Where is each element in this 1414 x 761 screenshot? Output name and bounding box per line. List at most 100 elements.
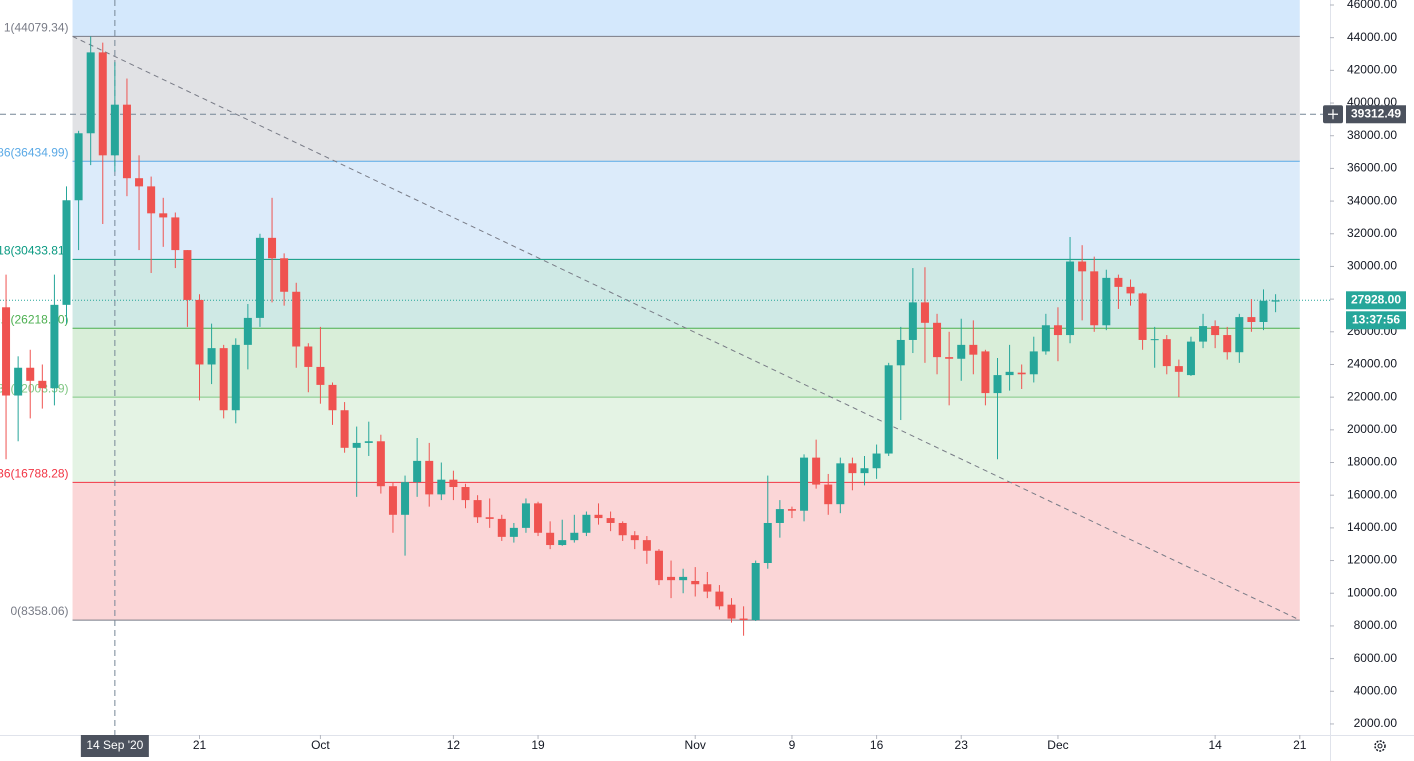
candle-body xyxy=(425,460,434,495)
candle-body xyxy=(606,518,615,523)
y-tick-label: 38000.00 xyxy=(1347,128,1397,142)
y-tick-label: 30000.00 xyxy=(1347,259,1397,273)
candle-body xyxy=(243,317,252,345)
y-tick-label: 22000.00 xyxy=(1347,389,1397,403)
last-price-label: 27928.00 xyxy=(1351,292,1401,306)
candle-body xyxy=(304,346,313,367)
candle-body xyxy=(981,351,990,394)
fib-level-label: 0.786(36434.99) xyxy=(0,145,69,159)
candle-body xyxy=(993,375,1002,394)
settings-button[interactable] xyxy=(1374,740,1386,752)
candle-body xyxy=(401,482,410,515)
candle-body xyxy=(630,535,639,541)
candle-body xyxy=(558,540,567,546)
candle-body xyxy=(74,133,83,201)
candle-body xyxy=(812,457,821,485)
fib-band xyxy=(72,482,1300,621)
candle-body xyxy=(195,299,204,365)
candle-body xyxy=(763,522,772,564)
fib-level-label: 0.236(16788.28) xyxy=(0,466,69,480)
candle-body xyxy=(594,514,603,519)
candle-body xyxy=(14,367,23,396)
candle-body xyxy=(534,503,543,533)
y-tick-label: 46000.00 xyxy=(1347,0,1397,11)
y-tick-label: 14000.00 xyxy=(1347,520,1397,534)
fib-band xyxy=(72,161,1300,260)
y-tick-label: 8000.00 xyxy=(1354,618,1398,632)
candle-body xyxy=(135,178,144,187)
plot-area: 1(44079.34) 0.786(36434.99) 0.618(30433.81… xyxy=(0,0,1330,735)
candle-body xyxy=(316,366,325,385)
y-tick-label: 16000.00 xyxy=(1347,487,1397,501)
y-tick-label: 4000.00 xyxy=(1354,683,1398,697)
fib-trend-line xyxy=(72,35,1300,621)
candle-body xyxy=(292,291,301,347)
y-tick-label: 10000.00 xyxy=(1347,585,1397,599)
y-tick-label: 12000.00 xyxy=(1347,553,1397,567)
crosshair-price-box xyxy=(1346,105,1406,124)
y-tick-label: 18000.00 xyxy=(1347,455,1397,469)
x-tick-label: 9 xyxy=(789,738,796,752)
candle-body xyxy=(860,468,869,474)
x-tick-label: 12 xyxy=(447,738,461,752)
fib-band-extension xyxy=(72,0,1300,37)
candle-body xyxy=(26,367,35,381)
candle-body xyxy=(1090,271,1099,326)
candle-body xyxy=(231,344,240,411)
candle-body xyxy=(1078,261,1087,272)
candle-body xyxy=(751,563,760,621)
candle-body xyxy=(461,487,470,501)
candle-body xyxy=(715,591,724,607)
candle-body xyxy=(219,348,228,411)
candle-body xyxy=(38,380,47,389)
candle-body xyxy=(268,237,277,259)
candle-body xyxy=(437,479,446,495)
candle-body xyxy=(787,509,796,511)
candle-body xyxy=(280,258,289,292)
candle-body xyxy=(183,250,192,300)
candle-body xyxy=(509,527,518,537)
y-tick-label: 34000.00 xyxy=(1347,193,1397,207)
candle-body xyxy=(848,463,857,474)
settings-gear-hole xyxy=(1377,743,1383,749)
y-tick-label: 32000.00 xyxy=(1347,226,1397,240)
x-tick-label: 21 xyxy=(1293,738,1307,752)
candle-body xyxy=(147,186,156,214)
candle-body xyxy=(340,410,349,448)
candle-body xyxy=(654,550,663,581)
candle-body xyxy=(2,307,11,396)
countdown-label: 13:37:56 xyxy=(1352,312,1400,326)
x-tick-label: 14 xyxy=(1208,738,1222,752)
x-tick-label: 16 xyxy=(870,738,884,752)
candle-body xyxy=(957,344,966,359)
candle-body xyxy=(703,584,712,592)
candle-body xyxy=(388,486,397,515)
candle-body xyxy=(945,357,954,359)
y-tick-label: 24000.00 xyxy=(1347,357,1397,371)
fib-level-label: 0.618(30433.81) xyxy=(0,244,69,258)
x-tick-label: 23 xyxy=(955,738,969,752)
fib-level-label: 0(8358.06) xyxy=(10,604,68,618)
candle-body xyxy=(582,514,591,533)
candle-body xyxy=(727,604,736,619)
candle-body xyxy=(497,518,506,537)
candle-body xyxy=(1138,293,1147,340)
candle-body xyxy=(98,52,107,156)
fib-band xyxy=(72,397,1300,483)
fib-band xyxy=(72,36,1300,162)
last-price-box xyxy=(1346,291,1406,310)
y-tick-label: 20000.00 xyxy=(1347,422,1397,436)
candle-body xyxy=(413,460,422,483)
candle-body xyxy=(62,200,71,305)
countdown-box xyxy=(1346,311,1406,330)
candle-body xyxy=(110,104,119,156)
candle-body xyxy=(1174,366,1183,372)
candle-body xyxy=(570,532,579,541)
y-tick-label: 42000.00 xyxy=(1347,63,1397,77)
candle-body xyxy=(1017,372,1026,375)
candle-body xyxy=(824,484,833,505)
candle-body xyxy=(1041,325,1050,352)
candle-body xyxy=(521,503,530,528)
